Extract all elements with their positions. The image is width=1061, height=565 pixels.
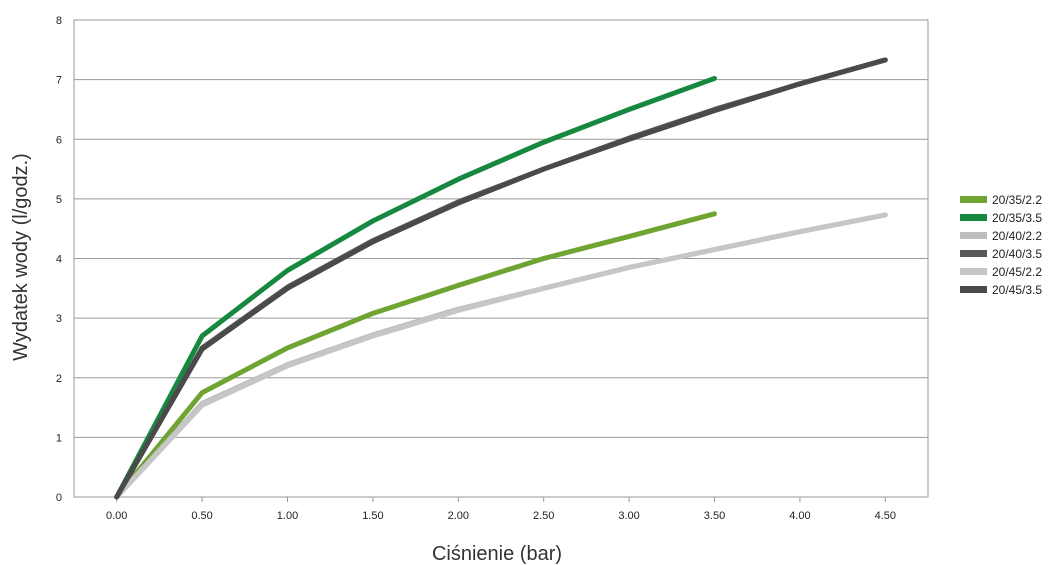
- y-tick-label: 7: [56, 75, 62, 87]
- x-tick-label: 2.00: [448, 510, 469, 522]
- x-tick-label: 1.00: [277, 510, 298, 522]
- y-tick-label: 3: [56, 313, 62, 325]
- series-line-20/35/2.2: [114, 211, 717, 500]
- legend-swatch: [960, 232, 987, 239]
- legend-swatch: [960, 214, 987, 221]
- x-axis-title: Ciśnienie (bar): [432, 543, 562, 565]
- series-line-20/45/3.5: [114, 57, 888, 500]
- plot-frame: [73, 19, 929, 498]
- series-line-20/35/3.5: [114, 75, 717, 500]
- y-axis-ticks: 0 1 2 3 4 5 6 7 8: [56, 15, 62, 504]
- legend-swatch: [960, 268, 987, 275]
- legend-label: 20/40/3.5: [992, 247, 1042, 261]
- y-tick-label: 6: [56, 134, 62, 146]
- plot-border: [73, 19, 929, 498]
- series-lines: [114, 57, 888, 500]
- legend-swatch: [960, 250, 987, 257]
- legend-label: 20/45/3.5: [992, 283, 1042, 297]
- legend: 20/35/2.2 20/35/3.5 20/40/2.2 20/40/3.5 20/4…: [960, 193, 1042, 297]
- y-tick-label: 5: [56, 194, 62, 206]
- x-tick-label: 3.50: [704, 510, 725, 522]
- x-tick-label: 2.50: [533, 510, 554, 522]
- x-axis-ticks: 0.00 0.50 1.00 1.50 2.00 2.50 3.00 3.50 4.00 4.50: [106, 497, 896, 522]
- x-tick-label: 4.00: [789, 510, 810, 522]
- series-line-20/40/2.2: [114, 212, 888, 500]
- legend-swatch: [960, 286, 987, 293]
- legend-label: 20/45/2.2: [992, 265, 1042, 279]
- x-tick-label: 0.50: [191, 510, 212, 522]
- x-tick-label: 0.00: [106, 510, 127, 522]
- legend-label: 20/35/3.5: [992, 211, 1042, 225]
- x-tick-label: 1.50: [362, 510, 383, 522]
- x-tick-label: 4.50: [875, 510, 896, 522]
- y-tick-label: 2: [56, 373, 62, 385]
- y-axis-title: Wydatek wody (l/godz.): [10, 153, 32, 361]
- legend-label: 20/40/2.2: [992, 229, 1042, 243]
- grid-lines: [74, 79, 928, 438]
- x-tick-label: 3.00: [618, 510, 639, 522]
- legend-label: 20/35/2.2: [992, 193, 1042, 207]
- y-tick-label: 0: [56, 492, 62, 504]
- y-tick-label: 1: [56, 432, 62, 444]
- y-tick-label: 8: [56, 15, 62, 27]
- legend-swatch: [960, 196, 987, 203]
- series-line-20/40/3.5: [114, 57, 888, 500]
- y-tick-label: 4: [56, 254, 62, 266]
- series-line-20/45/2.2: [114, 212, 888, 500]
